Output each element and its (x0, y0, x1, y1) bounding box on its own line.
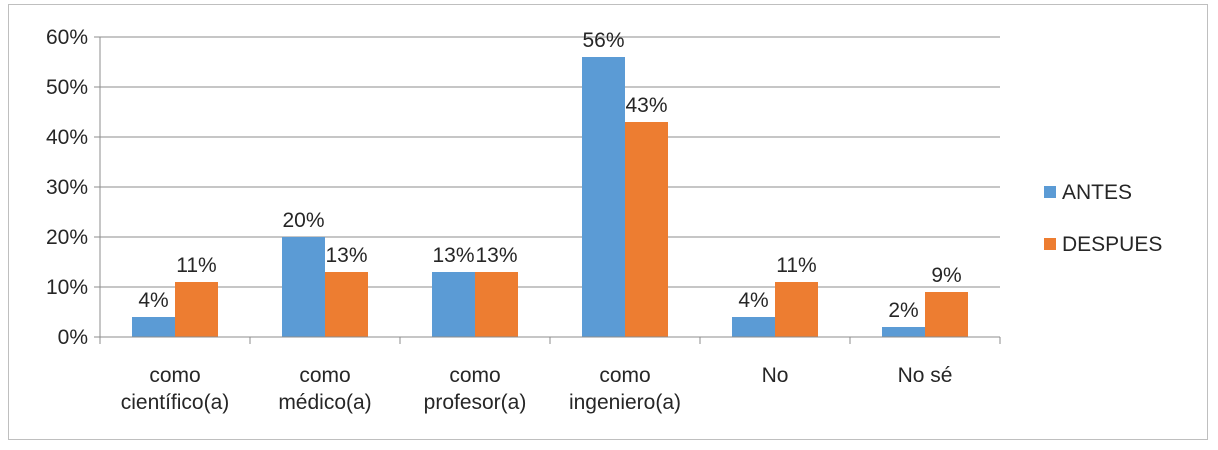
bar-despues (175, 282, 218, 337)
y-tick-label: 0% (58, 326, 88, 349)
bar-antes (732, 317, 775, 337)
data-label: 13% (475, 244, 517, 267)
legend-swatch (1044, 186, 1056, 198)
x-tick-label: como médico(a) (278, 364, 371, 414)
data-label: 13% (432, 244, 474, 267)
data-label: 4% (738, 289, 768, 312)
bar-antes (282, 237, 325, 337)
y-tick-label: 50% (46, 76, 88, 99)
x-tick-label: como profesor(a) (424, 364, 527, 414)
x-tick-label: No (762, 364, 789, 387)
bar-despues (925, 292, 968, 337)
bar-despues (325, 272, 368, 337)
bars (132, 57, 968, 337)
y-tick-label: 20% (46, 226, 88, 249)
y-tick-label: 10% (46, 276, 88, 299)
data-label: 2% (888, 299, 918, 322)
bar-antes (882, 327, 925, 337)
data-label: 43% (625, 94, 667, 117)
y-tick-label: 60% (46, 26, 88, 49)
legend-label: DESPUES (1062, 233, 1162, 256)
data-labels: 4%20%13%56%4% 2%11% 13% 13%43%11% 9% (138, 29, 961, 322)
y-tick-label: 40% (46, 126, 88, 149)
data-label: 13% (325, 244, 367, 267)
legend-swatch (1044, 238, 1056, 250)
gridlines (100, 36, 1000, 288)
legend: ANTES DESPUES (1044, 181, 1162, 256)
data-label: 11% (776, 254, 816, 277)
bar-antes (132, 317, 175, 337)
data-label: 56% (582, 29, 624, 52)
y-tick-label: 30% (46, 176, 88, 199)
x-tick-label: como científico(a) (121, 364, 230, 414)
bar-antes (582, 57, 625, 337)
bar-despues (775, 282, 818, 337)
bar-despues (475, 272, 518, 337)
data-label: 9% (931, 264, 961, 287)
axes: 0% 10% 20% 30% 40% 50% 60% como científico(a) com… (46, 26, 1001, 414)
data-label: 11% (176, 254, 216, 277)
data-label: 20% (282, 209, 324, 232)
data-label: 4% (138, 289, 168, 312)
bar-despues (625, 122, 668, 337)
x-tick-label: No sé (898, 364, 953, 387)
legend-label: ANTES (1062, 181, 1132, 204)
bar-antes (432, 272, 475, 337)
x-tick-label: como ingeniero(a) (569, 364, 681, 414)
